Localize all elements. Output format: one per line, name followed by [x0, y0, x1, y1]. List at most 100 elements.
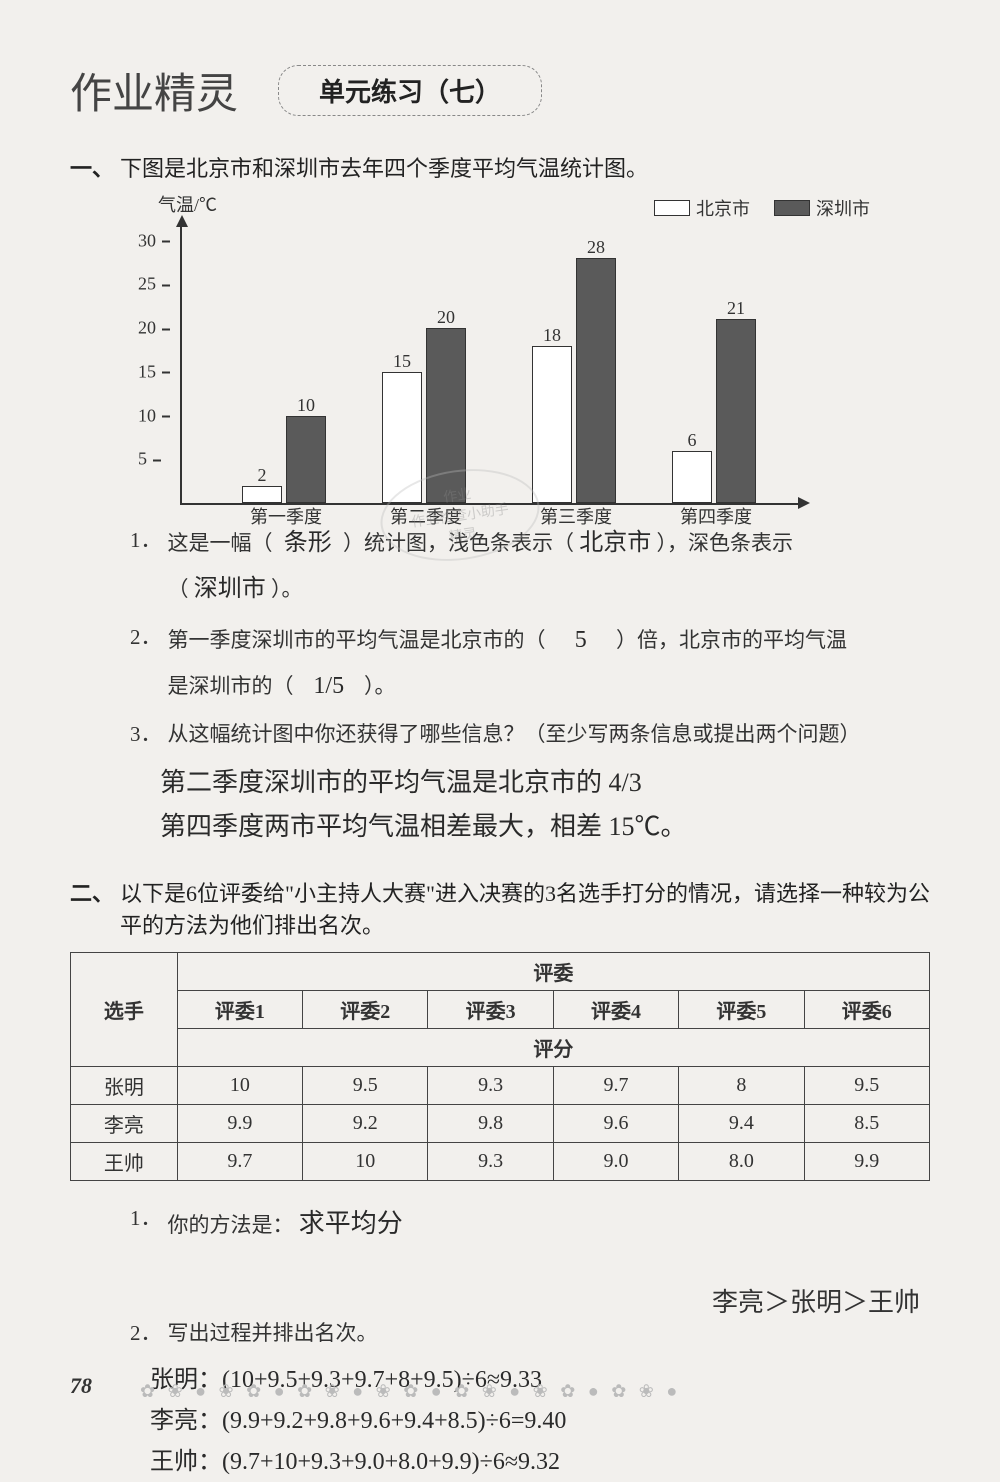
q2-2-result: 李亮＞张明＞王帅 — [712, 1282, 920, 1319]
q2-answer-2: 1/5 — [299, 664, 359, 710]
table-row: 张明109.59.39.789.5 — [71, 1066, 930, 1104]
legend-swatch-dark — [774, 200, 810, 216]
score-cell: 9.4 — [679, 1104, 804, 1142]
q1-text-b: ）统计图，浅色条表示（ — [343, 531, 574, 555]
section-1: 一、 下图是北京市和深圳市去年四个季度平均气温统计图。 气温/℃ 北京市 深圳市… — [70, 151, 930, 850]
q3-handwritten-2: 第四季度两市平均气温相差最大，相差 15℃。 — [160, 805, 930, 849]
page-footer-decoration: ✿ ❀ ● ❀ ✿ ● ✿ ❀ ● ❀ ✿ ● ✿ ❀ ● ❀ ✿ ● ✿ ❀ … — [140, 1381, 940, 1411]
legend-swatch-light — [654, 200, 690, 216]
y-tick: 10 — [138, 405, 156, 426]
y-axis-arrow — [176, 215, 188, 227]
calculation-line: 王帅：(9.7+10+9.3+9.0+8.0+9.9)÷6≈9.32 — [150, 1442, 930, 1482]
page-number: 78 — [70, 1373, 92, 1399]
judge-header: 评委3 — [428, 990, 553, 1028]
player-name-cell: 李亮 — [71, 1104, 178, 1142]
y-tick: 25 — [138, 274, 156, 295]
judge-header: 评委2 — [303, 990, 428, 1028]
bar-value-label: 15 — [393, 351, 411, 372]
score-cell: 10 — [177, 1066, 302, 1104]
judge-header: 评委1 — [177, 990, 302, 1028]
bar-dark: 10 — [286, 416, 326, 504]
bar-value-label: 10 — [297, 395, 315, 416]
score-cell: 9.5 — [804, 1066, 929, 1104]
q2-text-d: ）。 — [364, 674, 396, 698]
table-header-row-3: 评分 — [71, 1028, 930, 1066]
q2-1-answer: 求平均分 — [299, 1199, 403, 1248]
section-2-num: 二、 — [70, 876, 114, 940]
bar-group: 1520 — [382, 328, 466, 503]
bar-value-label: 28 — [587, 237, 605, 258]
score-cell: 9.3 — [428, 1066, 553, 1104]
brand-title: 作业精灵 — [70, 60, 238, 121]
q2-num: 2． — [130, 618, 162, 709]
question-1-1: 1． 这是一幅（ 条形 ）统计图，浅色条表示（ 北京市 ），深色条表示 （ 深圳… — [130, 521, 930, 612]
player-name-cell: 张明 — [71, 1066, 178, 1104]
bar-value-label: 20 — [437, 307, 455, 328]
col-header-scores: 评分 — [177, 1028, 929, 1066]
score-cell: 8 — [679, 1066, 804, 1104]
y-tick: 20 — [138, 318, 156, 339]
q2-body: 第一季度深圳市的平均气温是北京市的（ 5 ）倍，北京市的平均气温 是深圳市的（ … — [168, 618, 931, 709]
bar-dark: 20 — [426, 328, 466, 503]
section-2-title: 以下是6位评委给"小主持人大赛"进入决赛的3名选手打分的情况，请选择一种较为公平… — [120, 876, 930, 940]
q2-text-c: 是深圳市的（ — [168, 674, 294, 698]
section-2-heading: 二、 以下是6位评委给"小主持人大赛"进入决赛的3名选手打分的情况，请选择一种较… — [70, 876, 930, 940]
col-header-player: 选手 — [71, 952, 178, 1066]
page-header: 作业精灵 单元练习（七） — [70, 60, 930, 121]
bar-light: 2 — [242, 486, 282, 504]
bar-light: 6 — [672, 451, 712, 504]
q3-handwritten-1: 第二季度深圳市的平均气温是北京市的 4/3 — [160, 761, 930, 805]
score-cell: 9.3 — [428, 1142, 553, 1180]
score-cell: 9.6 — [553, 1104, 678, 1142]
section-1-title: 下图是北京市和深圳市去年四个季度平均气温统计图。 — [120, 151, 930, 183]
score-cell: 9.2 — [303, 1104, 428, 1142]
score-cell: 9.7 — [553, 1066, 678, 1104]
player-name-cell: 王帅 — [71, 1142, 178, 1180]
score-cell: 9.5 — [303, 1066, 428, 1104]
y-tick: 15 — [138, 361, 156, 382]
table-row: 李亮9.99.29.89.69.48.5 — [71, 1104, 930, 1142]
score-cell: 9.9 — [177, 1104, 302, 1142]
q1-num: 1． — [130, 521, 162, 612]
x-axis-arrow — [798, 497, 810, 509]
table-row: 王帅9.7109.39.08.09.9 — [71, 1142, 930, 1180]
bar-dark: 28 — [576, 258, 616, 503]
bar-light: 18 — [532, 346, 572, 504]
y-tick: 5 — [138, 449, 147, 470]
chart-legend: 北京市 深圳市 — [654, 195, 870, 221]
bar-value-label: 18 — [543, 325, 561, 346]
judge-header: 评委6 — [804, 990, 929, 1028]
section-1-num: 一、 — [70, 151, 114, 183]
bar-group: 1828 — [532, 258, 616, 503]
q3-text: 从这幅统计图中你还获得了哪些信息？（至少写两条信息或提出两个问题） — [168, 715, 931, 755]
q2-2-label: 写出过程并排出名次。 — [168, 1314, 931, 1354]
q1-text-a: 这是一幅（ — [168, 531, 273, 555]
q2-text-a: 第一季度深圳市的平均气温是北京市的（ — [168, 628, 546, 652]
bar-value-label: 6 — [688, 430, 697, 451]
x-category-label: 第一季度 — [250, 503, 322, 529]
table-header-row-2: 评委1评委2评委3评委4评委5评委6 — [71, 990, 930, 1028]
q2-text-b: ）倍，北京市的平均气温 — [616, 628, 847, 652]
scores-table: 选手 评委 评委1评委2评委3评委4评委5评委6 评分 张明109.59.39.… — [70, 952, 930, 1181]
q3-num: 3． — [130, 715, 162, 755]
q1-answer-3: 深圳市 — [194, 567, 266, 613]
q1-text-c: ），深色条表示 — [657, 531, 794, 555]
score-cell: 8.0 — [679, 1142, 804, 1180]
q2-1-body: 你的方法是： 求平均分 — [168, 1199, 931, 1248]
question-1-2: 2． 第一季度深圳市的平均气温是北京市的（ 5 ）倍，北京市的平均气温 是深圳市… — [130, 618, 930, 709]
y-tick: 30 — [138, 230, 156, 251]
score-cell: 9.9 — [804, 1142, 929, 1180]
legend-label-light: 北京市 — [696, 195, 750, 221]
col-header-judges: 评委 — [177, 952, 929, 990]
bar-light: 15 — [382, 372, 422, 503]
question-2-1: 1． 你的方法是： 求平均分 — [130, 1199, 930, 1248]
judge-header: 评委5 — [679, 990, 804, 1028]
table-header-row-1: 选手 评委 — [71, 952, 930, 990]
question-1-3: 3． 从这幅统计图中你还获得了哪些信息？（至少写两条信息或提出两个问题） — [130, 715, 930, 755]
q1-text-d: （ — [168, 577, 189, 601]
bar-group: 210 — [242, 416, 326, 504]
score-cell: 9.7 — [177, 1142, 302, 1180]
legend-item-dark: 深圳市 — [774, 195, 870, 221]
q2-2-num: 2． — [130, 1314, 162, 1354]
score-cell: 9.8 — [428, 1104, 553, 1142]
